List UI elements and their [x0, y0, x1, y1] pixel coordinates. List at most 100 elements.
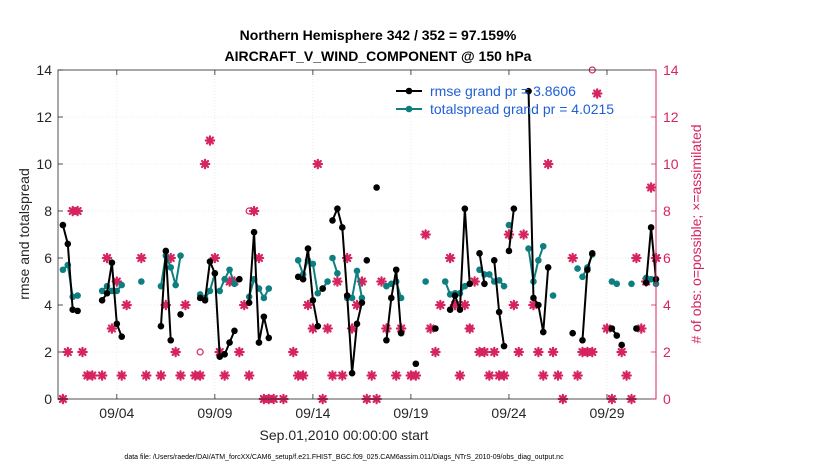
rmse-point: [64, 240, 72, 248]
obs-marker-stroke: [646, 183, 656, 192]
y-tick-label-left: 10: [36, 156, 52, 172]
obs-assimilated-marker: [518, 229, 529, 240]
rmse-point: [490, 257, 498, 264]
rmse-point: [108, 259, 116, 267]
spread-point: [221, 275, 228, 283]
chart-title-line1: Northern Hemisphere 342 / 352 = 97.159%: [240, 27, 517, 43]
obs-marker-stroke: [593, 89, 602, 98]
rmse-point: [358, 299, 366, 306]
spread-point: [118, 281, 126, 289]
obs-marker-stroke: [200, 159, 210, 169]
obs-assimilated-marker: [601, 323, 613, 334]
rmse-point: [265, 334, 273, 342]
x-axis: 09/04 09/09 09/14 09/19 09/24 09/29: [99, 70, 625, 421]
obs-marker-stroke: [377, 277, 386, 286]
y-tick-label-left: 14: [36, 62, 52, 78]
obs-assimilated-marker: [234, 346, 245, 358]
obs-marker-stroke: [303, 300, 313, 310]
obs-assimilated-marker: [621, 370, 632, 381]
spread-point: [167, 264, 175, 271]
obs-marker-stroke: [514, 347, 523, 357]
rmse-point: [613, 332, 621, 339]
obs-marker-stroke: [392, 371, 401, 380]
rmse-point: [226, 339, 233, 346]
rmse-point: [177, 311, 184, 318]
spread-point: [216, 287, 224, 295]
rmse-point: [162, 247, 170, 255]
obs-marker-stroke: [519, 230, 528, 239]
obs-marker-stroke: [166, 253, 175, 263]
y-tick-label-right: 2: [663, 344, 671, 360]
obs-marker-stroke: [411, 371, 420, 380]
y-axis-left-label: rmse and totalspread: [16, 168, 32, 300]
obs-assimilated-marker: [459, 299, 471, 311]
rmse-point: [579, 336, 586, 344]
obs-assimilated-marker: [243, 370, 255, 381]
obs-assimilated-marker: [537, 370, 549, 381]
rmse-point: [647, 224, 655, 231]
rmse-line-segment: [507, 208, 515, 252]
spread-point: [647, 275, 655, 283]
x-tick-label: 09/24: [491, 405, 526, 421]
obs-marker-stroke: [117, 371, 126, 380]
rmse-point: [495, 308, 503, 316]
rmse-point: [113, 320, 121, 328]
rmse-point: [260, 313, 268, 321]
obs-assimilated-marker: [327, 370, 338, 381]
rmse-point: [206, 258, 214, 265]
rmse-point: [231, 327, 238, 335]
rmse-point: [618, 341, 625, 349]
obs-assimilated-marker: [420, 229, 431, 240]
obs-marker-stroke: [220, 371, 229, 380]
rmse-point: [535, 301, 542, 309]
spread-point: [495, 277, 503, 284]
spread-point: [260, 294, 268, 302]
y-axis-right-label: # of obs: o=possible; ×=assimilated: [688, 124, 704, 343]
obs-assimilated-marker: [155, 370, 167, 381]
plot-background: [58, 70, 656, 399]
obs-marker-stroke: [176, 371, 185, 380]
obs-assimilated-marker: [62, 346, 74, 358]
obs-marker-stroke: [544, 159, 553, 169]
rmse-point: [98, 297, 106, 304]
obs-assimilated-marker: [635, 323, 647, 334]
rmse-point: [446, 306, 454, 314]
obs-marker-stroke: [455, 371, 465, 380]
obs-assimilated-marker: [72, 205, 83, 217]
spread-point: [226, 266, 233, 274]
obs-assimilated-marker: [533, 346, 544, 358]
obs-assimilated-marker: [498, 370, 510, 381]
spread-point: [539, 242, 547, 250]
spread-point: [353, 267, 361, 275]
y-tick-label-left: 2: [44, 344, 52, 360]
obs-assimilated-marker: [381, 323, 392, 334]
spread-point: [206, 287, 214, 295]
rmse-point: [383, 336, 390, 344]
spread-point: [383, 282, 390, 290]
rmse-point: [642, 279, 650, 286]
rmse-point: [59, 221, 67, 229]
x-tick-label: 09/14: [295, 405, 330, 421]
spread-point: [486, 271, 493, 278]
obs-marker-stroke: [289, 347, 298, 357]
obs-assimilated-marker: [322, 323, 333, 334]
obs-assimilated-marker: [572, 370, 583, 381]
spread-point: [535, 257, 542, 264]
rmse-line-segment: [478, 253, 486, 285]
obs-marker-stroke: [196, 371, 205, 380]
rmse-point: [388, 294, 395, 302]
rmse-point: [461, 205, 469, 212]
obs-marker-stroke: [602, 324, 612, 333]
obs-marker-stroke: [421, 230, 430, 239]
legend-rmse-label: rmse grand pr = 3.8606: [430, 83, 576, 99]
rmse-point: [250, 228, 258, 236]
left-y-axis: 0 2 4 6 8 10 12 14: [36, 62, 63, 407]
rmse-point: [373, 184, 380, 191]
obs-assimilated-marker: [219, 370, 230, 381]
rmse-point: [334, 205, 341, 212]
obs-marker-stroke: [490, 347, 499, 357]
y-tick-label-right: 14: [663, 62, 679, 78]
legend: rmse grand pr = 3.8606 totalspread grand…: [396, 83, 614, 117]
obs-assimilated-marker: [180, 299, 191, 311]
obs-marker-stroke: [617, 347, 626, 357]
